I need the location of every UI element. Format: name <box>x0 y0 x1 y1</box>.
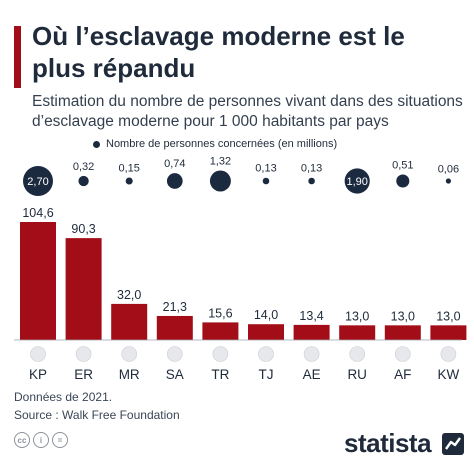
bubble-value-label: 2,70 <box>27 176 48 188</box>
footer-date-note: Données de 2021. <box>14 390 113 404</box>
bubble-ru <box>344 168 370 194</box>
bubble-tj <box>262 177 270 185</box>
category-label: TJ <box>259 367 274 382</box>
brand-logo: statista <box>344 428 432 458</box>
flag-saudi-arabia-icon <box>167 346 183 362</box>
attribution-icon: i <box>33 432 49 448</box>
footer-source: Source : Walk Free Foundation <box>14 408 180 422</box>
bubble-value-label: 0,13 <box>301 163 322 175</box>
flag-tajikistan-icon <box>258 346 274 362</box>
bubble-value-label: 1,32 <box>210 156 231 168</box>
category-label: ER <box>74 367 93 382</box>
bubble-value-label: 0,15 <box>118 162 139 174</box>
legend-label: Nombre de personnes concernées (en milli… <box>106 138 338 150</box>
bubble-kw <box>445 178 451 184</box>
bar-mr <box>111 303 148 340</box>
flag-kuwait-icon <box>440 346 457 362</box>
legend-bubble-icon <box>93 140 100 148</box>
bubble-value-label: 0,74 <box>164 158 185 170</box>
bar-tj <box>248 324 284 340</box>
bar-value-label: 21,3 <box>163 300 187 314</box>
bar-ae <box>293 324 330 340</box>
cc-icon: cc <box>14 432 30 448</box>
chart-title: Où l’esclavage moderne est le plus répan… <box>32 21 405 83</box>
bar-value-label: 104,6 <box>22 206 53 220</box>
category-label: AF <box>394 367 411 382</box>
bubble-tr <box>209 170 231 192</box>
bar-ru <box>339 325 376 340</box>
category-label: MR <box>119 367 140 382</box>
bar-er <box>65 238 102 340</box>
category-label: RU <box>347 367 367 382</box>
flag-uae-icon <box>303 346 320 362</box>
bubble-kp <box>23 166 53 196</box>
bubble-ae <box>308 177 315 185</box>
category-label: KP <box>29 367 47 382</box>
bubble-af <box>396 174 410 188</box>
bar-kw <box>430 325 467 340</box>
bar-value-label: 14,0 <box>254 308 278 322</box>
statista-logo-icon <box>442 433 464 455</box>
category-label: AE <box>303 367 321 382</box>
bubble-er <box>78 175 89 187</box>
bubble-value-label: 0,06 <box>438 163 459 175</box>
category-label: SA <box>166 367 184 382</box>
bar-value-label: 13,4 <box>299 309 323 323</box>
chart-subtitle: Estimation du nombre de personnes vivant… <box>32 93 463 130</box>
title-accent-bar <box>14 26 21 88</box>
legend: Nombre de personnes concernées (en milli… <box>93 138 337 150</box>
bar-kp <box>20 222 56 340</box>
bar-af <box>384 325 421 340</box>
bubble-value-label: 1,90 <box>346 176 367 188</box>
bar-value-label: 13,0 <box>436 309 460 323</box>
flag-eritrea-icon <box>75 346 92 362</box>
bar-tr <box>202 322 239 340</box>
bar-value-label: 32,0 <box>117 288 141 302</box>
category-label: KW <box>438 367 460 382</box>
bar-value-label: 90,3 <box>71 222 95 236</box>
category-label: TR <box>211 367 229 382</box>
bubble-value-label: 0,51 <box>392 159 413 171</box>
bubble-sa <box>166 173 183 189</box>
bar-value-label: 13,0 <box>391 309 415 323</box>
bubble-value-label: 0,32 <box>73 161 94 173</box>
flag-turkey-icon <box>212 346 229 362</box>
bar-value-label: 13,0 <box>345 309 369 323</box>
bar-sa <box>156 315 193 340</box>
bubble-value-label: 0,13 <box>255 163 276 175</box>
flag-russia-icon <box>349 346 366 362</box>
flag-afghanistan-icon <box>394 346 411 362</box>
no-derivatives-icon: = <box>52 432 68 448</box>
flag-mauritania-icon <box>121 346 137 362</box>
chart-area: 104,6 2,70 KP 90,3 0,32 ER 32,0 0,15 MR 21,3 0,74 S… <box>14 156 467 382</box>
bar-value-label: 15,6 <box>208 306 232 320</box>
flag-north-korea-icon <box>30 346 46 362</box>
license-icons: cc i = <box>14 432 68 448</box>
bubble-mr <box>125 177 133 185</box>
